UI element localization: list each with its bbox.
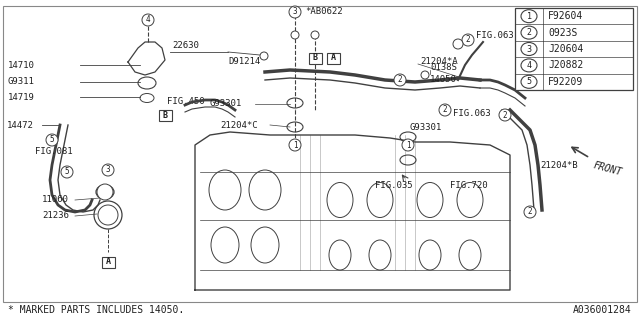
Text: 2: 2 xyxy=(397,76,403,84)
Text: 2: 2 xyxy=(466,36,470,44)
Text: FIG.720: FIG.720 xyxy=(450,180,488,189)
Text: 21204*A: 21204*A xyxy=(420,58,458,67)
Circle shape xyxy=(97,184,113,200)
Text: A036001284: A036001284 xyxy=(573,305,632,315)
Text: 2: 2 xyxy=(502,110,508,119)
Circle shape xyxy=(289,139,301,151)
Circle shape xyxy=(402,139,414,151)
Text: 21236: 21236 xyxy=(42,212,69,220)
Text: B: B xyxy=(312,53,317,62)
Text: 3: 3 xyxy=(527,44,531,53)
Text: 3: 3 xyxy=(292,7,298,17)
Circle shape xyxy=(462,34,474,46)
Text: F92604: F92604 xyxy=(548,11,583,21)
Circle shape xyxy=(102,164,114,176)
Text: 5: 5 xyxy=(527,77,531,86)
Text: FIG.081: FIG.081 xyxy=(35,148,72,156)
Ellipse shape xyxy=(521,10,537,23)
FancyBboxPatch shape xyxy=(326,52,339,63)
Text: 14710: 14710 xyxy=(8,60,35,69)
Text: 2: 2 xyxy=(527,28,531,37)
Text: 5: 5 xyxy=(50,135,54,145)
Text: FIG.450: FIG.450 xyxy=(167,98,205,107)
Text: J20882: J20882 xyxy=(548,60,583,70)
Text: 3: 3 xyxy=(106,165,110,174)
Text: *AB0622: *AB0622 xyxy=(305,7,342,17)
Circle shape xyxy=(453,39,463,49)
Text: 4: 4 xyxy=(146,15,150,25)
Text: 2: 2 xyxy=(443,106,447,115)
Text: 1: 1 xyxy=(292,140,298,149)
Text: 0923S: 0923S xyxy=(548,28,577,38)
Circle shape xyxy=(46,134,58,146)
Text: 11060: 11060 xyxy=(42,196,69,204)
FancyBboxPatch shape xyxy=(159,109,172,121)
Circle shape xyxy=(260,52,268,60)
Circle shape xyxy=(142,14,154,26)
Text: 1: 1 xyxy=(406,140,410,149)
Circle shape xyxy=(311,31,319,39)
Text: A: A xyxy=(106,258,111,267)
FancyBboxPatch shape xyxy=(308,52,321,63)
Ellipse shape xyxy=(521,26,537,39)
Circle shape xyxy=(394,74,406,86)
Text: FRONT: FRONT xyxy=(592,160,623,177)
Text: B: B xyxy=(163,110,168,119)
Text: 1: 1 xyxy=(527,12,531,21)
FancyBboxPatch shape xyxy=(515,8,633,90)
Text: F92209: F92209 xyxy=(548,77,583,87)
Text: 21204*B: 21204*B xyxy=(540,161,578,170)
Ellipse shape xyxy=(521,43,537,55)
Text: G93301: G93301 xyxy=(210,100,243,108)
Text: 14719: 14719 xyxy=(8,93,35,102)
Text: A: A xyxy=(330,53,335,62)
Text: 22630: 22630 xyxy=(172,42,199,51)
Circle shape xyxy=(499,109,511,121)
Circle shape xyxy=(289,6,301,18)
Text: G9311: G9311 xyxy=(8,77,35,86)
Text: 2: 2 xyxy=(528,207,532,217)
Text: 21204*C: 21204*C xyxy=(220,121,258,130)
Circle shape xyxy=(291,31,299,39)
Ellipse shape xyxy=(521,59,537,72)
Circle shape xyxy=(421,71,429,79)
Text: 0138S: 0138S xyxy=(430,63,457,73)
Circle shape xyxy=(98,205,118,225)
Text: FIG.720: FIG.720 xyxy=(515,68,552,76)
Text: 4: 4 xyxy=(527,61,531,70)
Text: 14472: 14472 xyxy=(7,121,34,130)
Text: J20604: J20604 xyxy=(548,44,583,54)
Text: G93301: G93301 xyxy=(410,123,442,132)
Text: 5: 5 xyxy=(65,167,69,177)
Text: FIG.063: FIG.063 xyxy=(476,30,514,39)
Text: FIG.035: FIG.035 xyxy=(375,180,413,189)
FancyBboxPatch shape xyxy=(102,257,115,268)
Text: FIG.063: FIG.063 xyxy=(453,108,491,117)
Text: * MARKED PARTS INCLUDES 14050.: * MARKED PARTS INCLUDES 14050. xyxy=(8,305,184,315)
Text: 14050: 14050 xyxy=(430,76,457,84)
Text: D91214: D91214 xyxy=(228,58,260,67)
Ellipse shape xyxy=(521,75,537,88)
Circle shape xyxy=(61,166,73,178)
Circle shape xyxy=(524,206,536,218)
Circle shape xyxy=(439,104,451,116)
